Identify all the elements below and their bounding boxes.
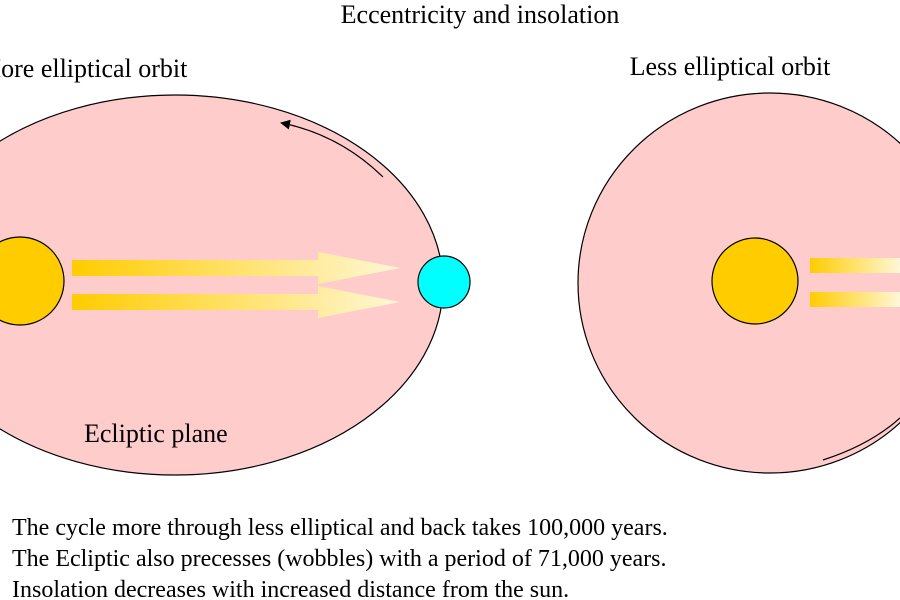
ray — [810, 292, 900, 307]
plane-label: Ecliptic plane — [84, 419, 228, 448]
orbit-label: Less elliptical orbit — [630, 52, 832, 81]
ray — [72, 252, 400, 284]
orbit-arrow — [822, 417, 900, 461]
orbit-ellipse — [0, 94, 444, 476]
sun — [0, 236, 65, 326]
orbit-arrow — [280, 119, 384, 178]
earth — [417, 255, 471, 309]
sun — [711, 237, 799, 325]
title: Eccentricity and insolation — [341, 0, 620, 29]
note: Insolation decreases with increased dist… — [12, 577, 569, 600]
ray — [72, 286, 400, 318]
note: The Ecliptic also precesses (wobbles) wi… — [12, 546, 666, 572]
ray — [810, 258, 900, 273]
orbit-label: More elliptical orbit — [0, 54, 188, 83]
note: The cycle more through less elliptical a… — [12, 515, 668, 541]
